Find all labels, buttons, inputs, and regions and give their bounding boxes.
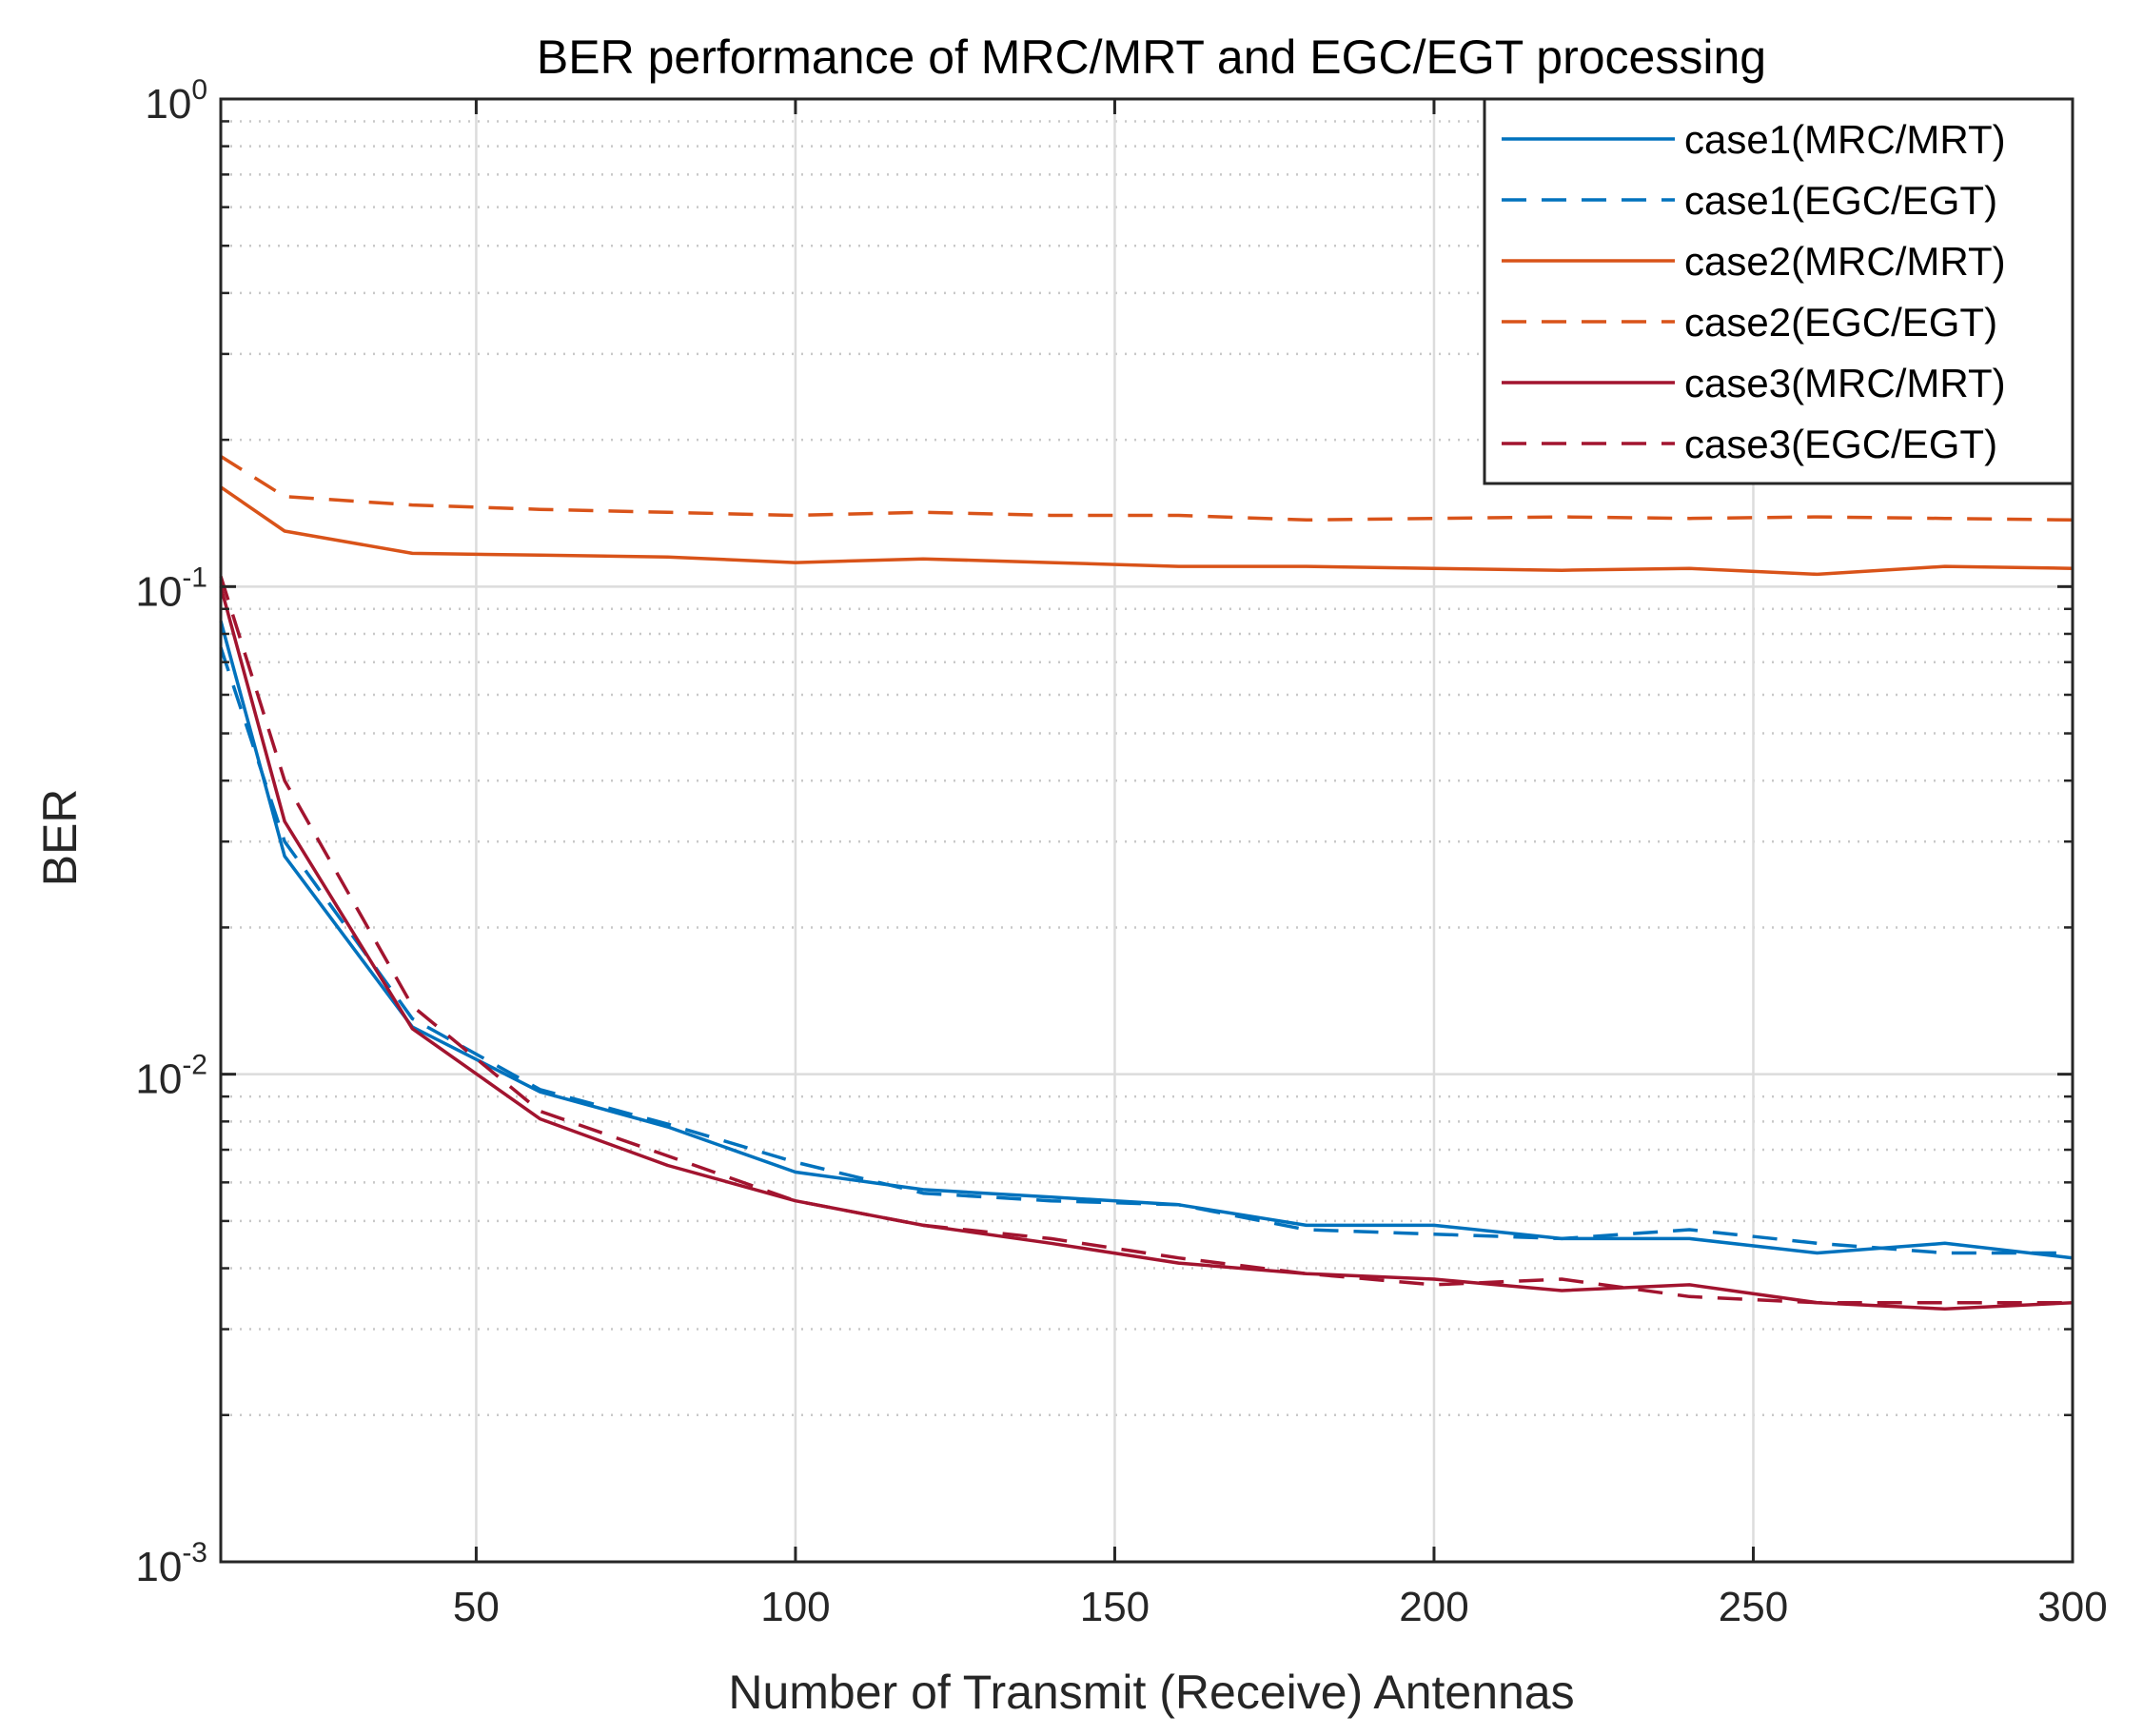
- y-tick-label: 100: [145, 74, 207, 128]
- x-axis-label: Number of Transmit (Receive) Antennas: [728, 1666, 1574, 1719]
- legend-label: case1(MRC/MRT): [1684, 117, 2006, 162]
- series-line: [220, 485, 2074, 577]
- y-tick-label: 10-3: [135, 1537, 207, 1590]
- x-tick-labels: 50 100 150 200 250 300: [453, 1584, 2108, 1630]
- legend-box: [1483, 97, 2074, 485]
- x-tick-label: 250: [1719, 1584, 1788, 1630]
- y-tick-label: 10-1: [135, 562, 207, 615]
- legend: case1(MRC/MRT) case1(EGC/EGT) case2(MRC/MR…: [1483, 97, 2074, 485]
- x-tick-label: 50: [453, 1584, 500, 1630]
- y-axis-label: BER: [33, 789, 87, 887]
- x-tick-label: 300: [2037, 1584, 2107, 1630]
- y-tick-labels: 10-3 10-2 10-1 100: [135, 74, 207, 1590]
- series-line: [219, 585, 2074, 1312]
- legend-label: case3(EGC/EGT): [1684, 422, 1997, 466]
- legend-label: case2(EGC/EGT): [1684, 300, 1997, 345]
- y-tick-label: 10-2: [135, 1050, 207, 1103]
- series-lines: [219, 455, 2074, 1312]
- chart-title: BER performance of MRC/MRT and EGC/EGT p…: [537, 30, 1766, 84]
- legend-label: case1(EGC/EGT): [1684, 178, 1997, 223]
- legend-label: case2(MRC/MRT): [1684, 239, 2006, 284]
- x-tick-label: 150: [1080, 1584, 1150, 1630]
- series-line: [219, 646, 2073, 1255]
- x-tick-label: 200: [1399, 1584, 1468, 1630]
- series-line: [219, 621, 2074, 1260]
- legend-label: case3(MRC/MRT): [1684, 361, 2006, 405]
- axes-frame: [219, 97, 2074, 1564]
- x-tick-label: 100: [760, 1584, 830, 1630]
